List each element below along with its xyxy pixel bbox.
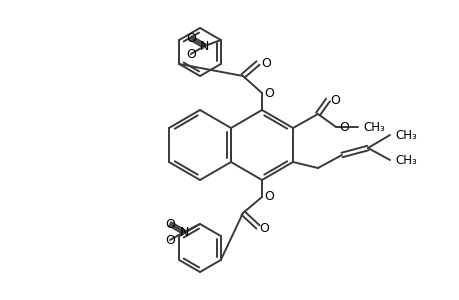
Text: O: O bbox=[261, 56, 270, 70]
Text: O: O bbox=[185, 32, 195, 44]
Text: O: O bbox=[185, 47, 195, 61]
Text: O: O bbox=[258, 223, 269, 236]
Text: N: N bbox=[179, 226, 188, 238]
Text: O: O bbox=[263, 86, 274, 100]
Text: N: N bbox=[200, 40, 209, 52]
Text: O: O bbox=[165, 218, 174, 230]
Text: CH₃: CH₃ bbox=[362, 121, 384, 134]
Text: O: O bbox=[165, 233, 174, 247]
Text: O: O bbox=[338, 121, 348, 134]
Text: O: O bbox=[330, 94, 339, 106]
Text: O: O bbox=[263, 190, 274, 203]
Text: CH₃: CH₃ bbox=[394, 128, 416, 142]
Text: CH₃: CH₃ bbox=[394, 154, 416, 166]
